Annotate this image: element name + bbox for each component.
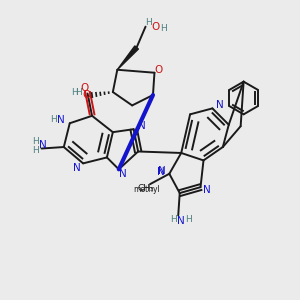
Text: O: O (152, 22, 160, 32)
Text: H: H (170, 215, 177, 224)
Text: N: N (138, 121, 146, 130)
Text: N: N (202, 185, 210, 195)
Text: H: H (32, 146, 39, 154)
Text: H: H (32, 136, 39, 146)
Text: H: H (50, 115, 57, 124)
Text: H: H (185, 215, 192, 224)
Text: CH₃: CH₃ (137, 184, 154, 193)
Text: N: N (39, 140, 47, 150)
Text: O: O (80, 82, 89, 93)
Text: H: H (75, 88, 82, 97)
Text: N: N (216, 100, 224, 110)
Text: N: N (119, 169, 127, 179)
Polygon shape (117, 46, 138, 70)
Text: methyl: methyl (134, 185, 161, 194)
Text: H: H (160, 24, 167, 33)
Text: N: N (157, 167, 164, 177)
Text: N: N (158, 166, 166, 176)
Text: H: H (71, 88, 78, 97)
Text: N: N (57, 115, 65, 125)
Text: H: H (145, 18, 152, 27)
Text: O: O (155, 65, 163, 75)
Text: N: N (73, 163, 81, 173)
Text: O: O (82, 90, 90, 100)
Text: N: N (177, 216, 185, 226)
